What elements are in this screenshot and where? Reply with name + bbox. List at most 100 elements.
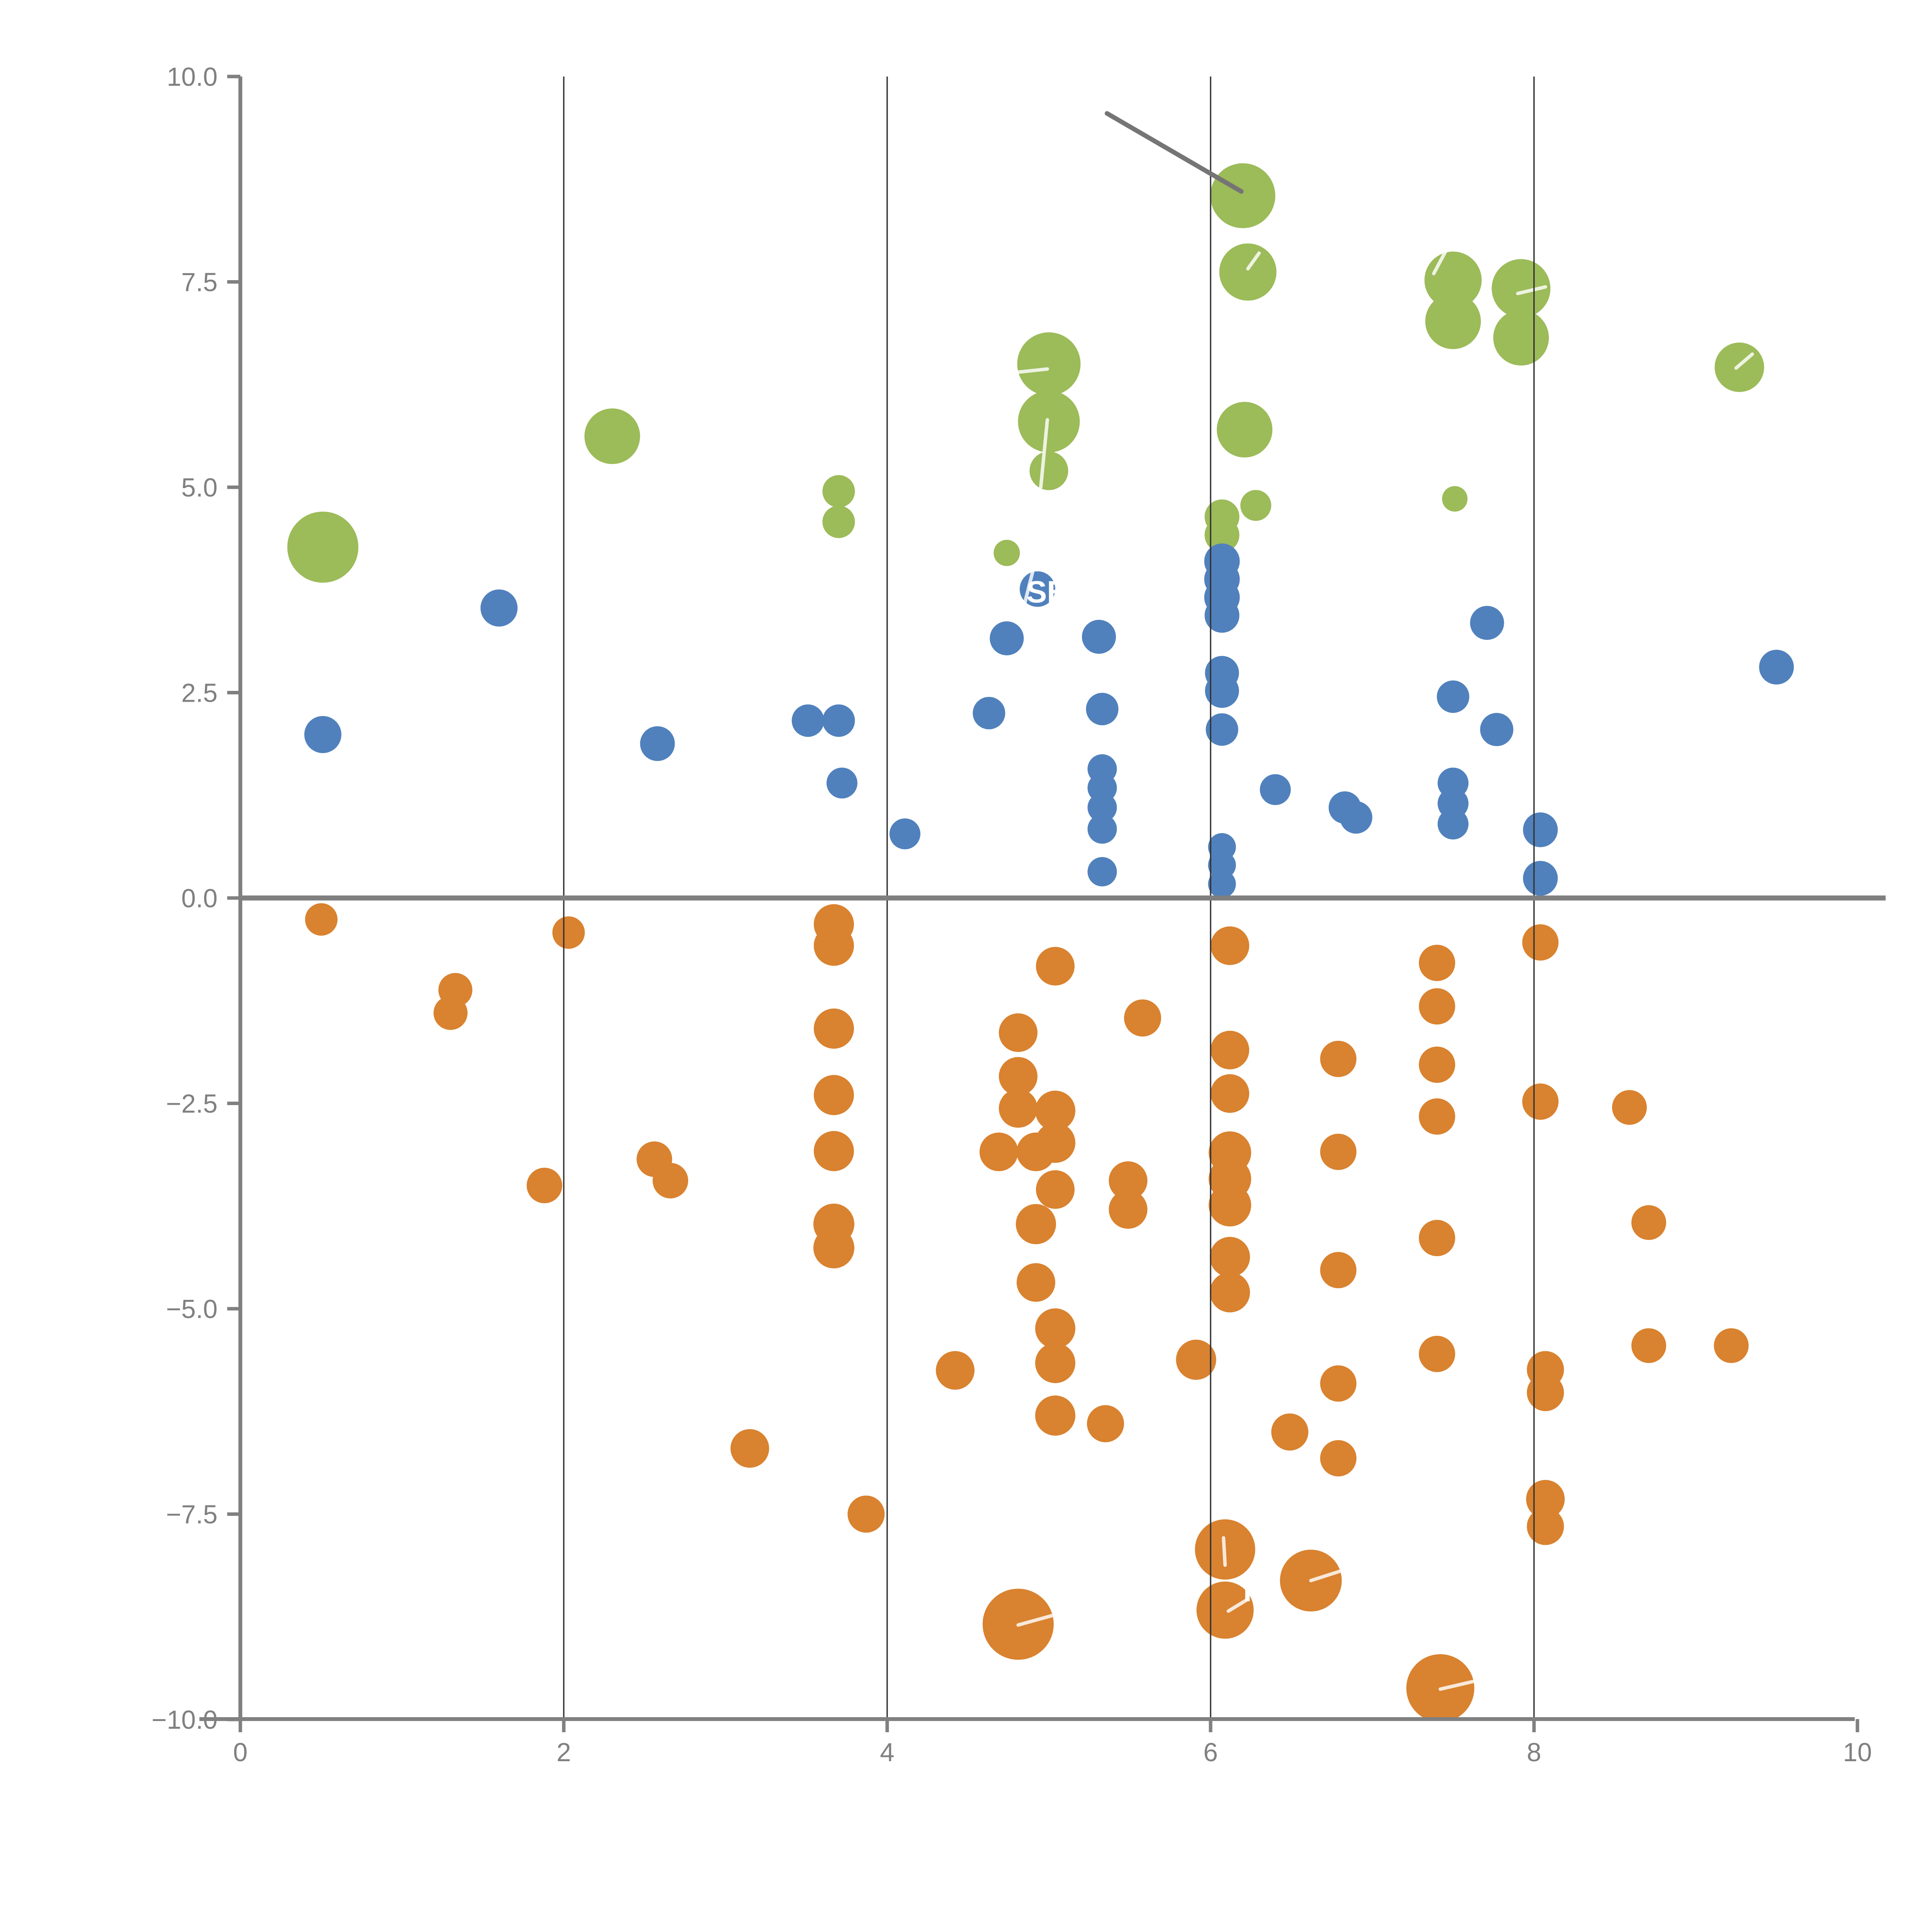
x-tick-label: 6	[1203, 1738, 1218, 1767]
data-point-blue	[1205, 674, 1239, 708]
x-tick-label: 10	[1843, 1738, 1872, 1767]
y-tick-label: 0.0	[181, 884, 218, 913]
data-point-blue	[889, 818, 920, 849]
x-tick-label: 2	[556, 1738, 571, 1767]
data-point-orange	[1320, 1041, 1357, 1077]
data-point-green	[1219, 243, 1277, 301]
data-point-green	[1029, 451, 1068, 490]
data-point-orange	[552, 916, 585, 949]
data-point-blue	[827, 767, 857, 799]
data-point-orange	[526, 1167, 562, 1203]
leader-line	[1039, 418, 1049, 489]
data-point-orange	[1320, 1134, 1357, 1170]
data-point-orange	[1035, 1395, 1075, 1436]
data-point-green	[1492, 259, 1551, 318]
data-point-green	[1442, 486, 1468, 512]
data-point-blue	[792, 704, 824, 737]
data-point-orange	[1631, 1328, 1666, 1363]
data-point-orange	[1631, 1205, 1666, 1240]
data-point-blue	[1437, 680, 1469, 713]
data-point-blue	[1480, 713, 1514, 746]
data-point-orange	[1035, 1343, 1075, 1383]
data-point-orange	[1320, 1252, 1357, 1288]
data-point-orange	[1418, 988, 1455, 1025]
data-point-green	[584, 408, 640, 464]
data-point-orange	[1418, 945, 1455, 981]
data-point-orange	[847, 1495, 885, 1533]
y-tick-label: 10.0	[167, 63, 218, 92]
data-point-blue	[1437, 808, 1469, 840]
y-tick-label: −10.0	[151, 1706, 218, 1735]
data-point-blue	[1208, 870, 1236, 898]
leader-line	[1516, 285, 1548, 295]
data-point-orange	[1522, 1083, 1559, 1120]
point-label: SE	[1026, 575, 1068, 609]
leader-line	[1226, 1598, 1248, 1613]
data-point-orange	[1035, 1308, 1075, 1349]
data-point-blue	[304, 716, 342, 753]
y-tick-label: −2.5	[166, 1090, 218, 1119]
data-point-orange	[1017, 1263, 1055, 1302]
leader-line	[1016, 1613, 1056, 1627]
data-point-orange	[305, 903, 338, 936]
data-point-blue	[990, 621, 1024, 655]
data-point-blue	[1087, 857, 1117, 886]
data-point-green	[1493, 310, 1549, 366]
data-point-orange	[936, 1351, 975, 1390]
data-point-orange	[1036, 1170, 1075, 1209]
data-point-blue	[480, 589, 518, 627]
data-point-orange	[1406, 1654, 1475, 1719]
x-tick-label: 4	[880, 1738, 895, 1767]
data-point-orange	[1124, 999, 1162, 1037]
data-point-orange	[730, 1429, 769, 1468]
data-point-orange	[814, 925, 854, 966]
data-point-orange	[1035, 1122, 1075, 1163]
data-point-blue	[1260, 774, 1291, 805]
data-point-orange	[1035, 1090, 1075, 1131]
data-point-green	[1017, 332, 1081, 396]
data-point-orange	[1527, 1508, 1564, 1545]
point-label: TK	[1238, 1573, 1279, 1608]
data-point-orange	[999, 1013, 1037, 1052]
data-point-orange	[999, 1057, 1037, 1096]
data-point-orange	[1527, 1374, 1564, 1411]
data-point-green	[1204, 517, 1240, 553]
data-point-orange	[1522, 924, 1559, 961]
data-point-green	[1425, 293, 1481, 349]
leader-line	[1022, 570, 1034, 606]
leader-line	[1221, 1536, 1227, 1567]
data-point-orange	[1211, 1074, 1249, 1113]
data-point-orange	[1109, 1161, 1148, 1200]
y-tick-label: −7.5	[166, 1500, 218, 1529]
data-point-blue	[1087, 793, 1117, 822]
leader-line	[1015, 367, 1049, 374]
y-tick-label: −5.0	[166, 1295, 218, 1324]
data-point-orange	[1418, 1046, 1455, 1083]
data-point-orange	[813, 1227, 854, 1269]
data-point-orange	[653, 1163, 688, 1199]
data-point-blue	[1523, 861, 1558, 896]
data-point-orange	[814, 1009, 854, 1049]
data-point-orange	[1209, 1236, 1250, 1277]
data-point-orange	[814, 1131, 854, 1171]
data-point-blue	[973, 697, 1005, 730]
data-point-green	[287, 512, 359, 583]
data-point-orange	[1418, 1335, 1455, 1372]
data-point-blue	[1340, 801, 1372, 834]
annotation-pointer-line	[1105, 111, 1244, 194]
data-point-orange	[1271, 1413, 1308, 1451]
y-tick-label: 7.5	[181, 268, 218, 297]
data-point-blue	[1020, 571, 1055, 607]
data-point-blue	[1086, 693, 1119, 725]
data-point-orange	[1418, 1219, 1455, 1256]
data-point-orange	[1418, 1098, 1455, 1135]
series-green	[287, 163, 1764, 583]
data-point-green	[822, 505, 855, 538]
data-point-orange	[1211, 1031, 1249, 1070]
data-point-blue	[1470, 606, 1504, 640]
data-point-orange	[1109, 1190, 1148, 1229]
data-point-blue	[1523, 812, 1558, 847]
y-tick-label: 5.0	[181, 473, 218, 502]
